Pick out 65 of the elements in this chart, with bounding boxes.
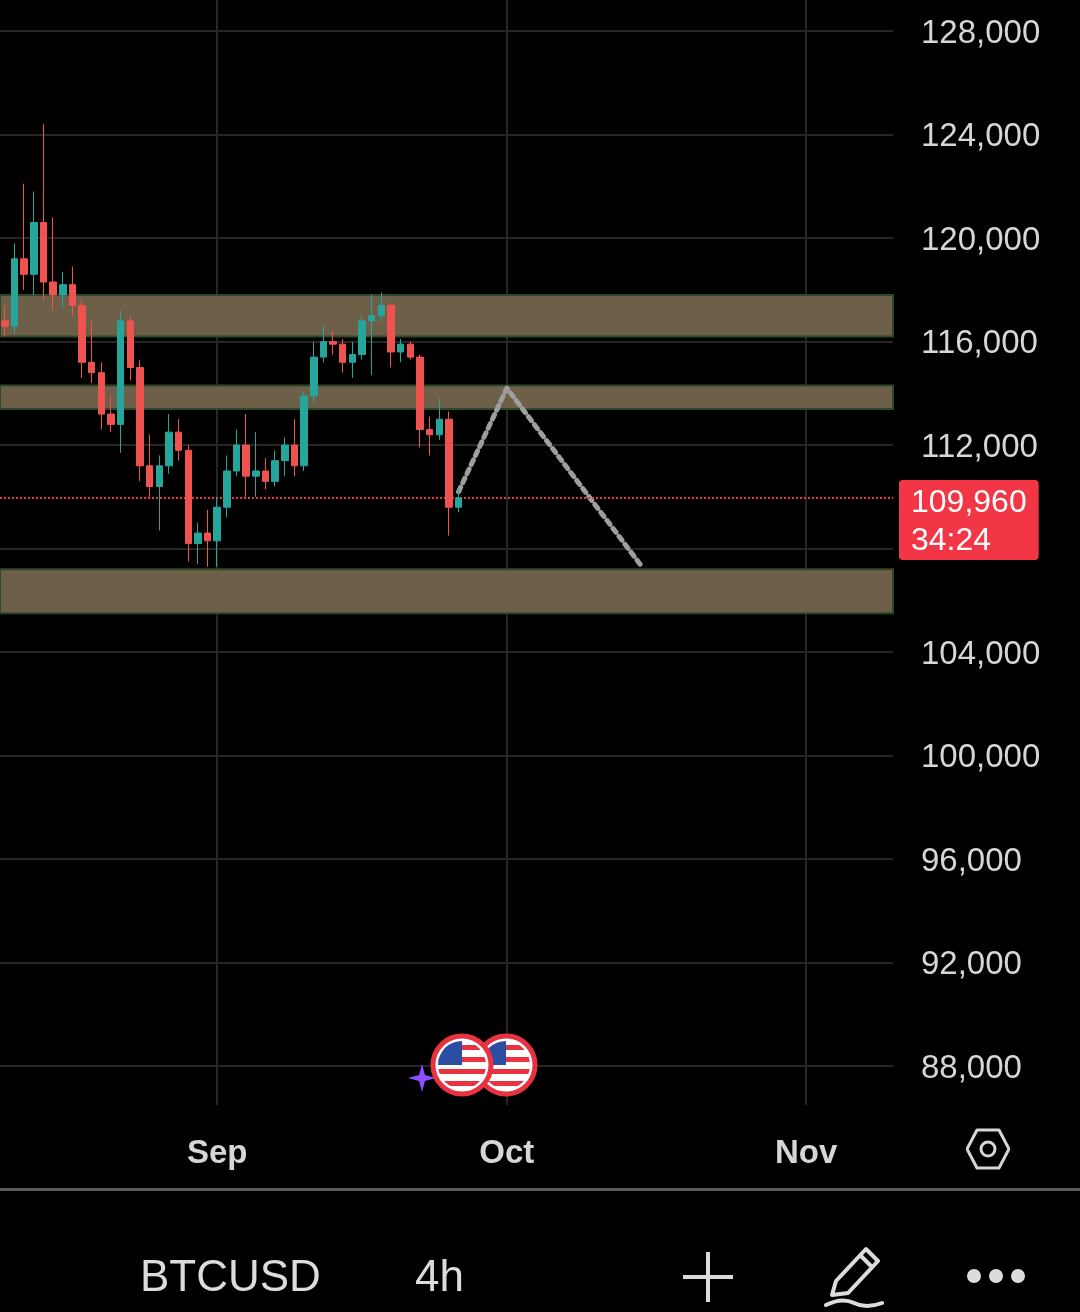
candlestick bbox=[49, 216, 57, 312]
candlestick bbox=[349, 341, 356, 379]
x-tick-label: Nov bbox=[774, 1133, 838, 1170]
candlestick bbox=[69, 266, 76, 317]
candlestick bbox=[291, 418, 298, 477]
y-tick-label: 124,000 bbox=[921, 116, 1041, 154]
candlestick bbox=[156, 454, 163, 531]
candlestick bbox=[204, 509, 211, 568]
candlestick bbox=[310, 341, 318, 405]
text: 4h bbox=[415, 1251, 464, 1301]
candlestick bbox=[213, 496, 221, 568]
candlestick bbox=[407, 341, 414, 361]
candlestick bbox=[107, 395, 115, 433]
x-tick-label: Sep bbox=[186, 1133, 248, 1170]
y-tick-label: 116,000 bbox=[921, 323, 1038, 361]
candlestick bbox=[233, 429, 240, 477]
candlestick bbox=[378, 291, 385, 322]
candlestick bbox=[455, 488, 462, 513]
candlestick bbox=[271, 449, 279, 488]
candlestick bbox=[20, 183, 28, 291]
candlestick bbox=[40, 123, 47, 301]
candlestick bbox=[397, 338, 404, 363]
candlestick bbox=[329, 330, 337, 356]
candlestick bbox=[300, 390, 308, 472]
candlestick bbox=[175, 418, 182, 462]
y-tick-label: 120,000 bbox=[921, 219, 1041, 257]
y-tick-label: 112,000 bbox=[921, 426, 1038, 464]
candlestick bbox=[146, 434, 153, 498]
candlestick bbox=[194, 522, 202, 565]
text: BTCUSD bbox=[140, 1251, 321, 1301]
candlestick bbox=[368, 294, 375, 376]
candlestick bbox=[426, 416, 433, 456]
candlestick bbox=[165, 413, 173, 475]
candlestick bbox=[223, 454, 231, 519]
ref-line-label: 109,960 bbox=[911, 482, 1027, 519]
candlestick bbox=[185, 444, 192, 563]
candlestick bbox=[416, 354, 424, 449]
candlestick bbox=[252, 431, 260, 498]
candlestick bbox=[320, 325, 327, 363]
candlestick bbox=[98, 361, 105, 431]
candlestick bbox=[117, 310, 124, 454]
candlestick bbox=[242, 413, 250, 498]
y-tick-label: 100,000 bbox=[921, 737, 1041, 775]
y-tick-label: 88,000 bbox=[921, 1047, 1022, 1085]
candlestick bbox=[339, 338, 346, 374]
x-tick-label: Oct bbox=[479, 1133, 535, 1170]
candlestick bbox=[1, 304, 9, 337]
candlestick bbox=[358, 315, 366, 361]
candlestick bbox=[30, 191, 38, 296]
candlestick bbox=[59, 271, 67, 309]
candlestick bbox=[136, 359, 144, 482]
text: 34:24 bbox=[911, 520, 992, 557]
candlestick bbox=[281, 436, 289, 477]
candlestick bbox=[262, 457, 269, 490]
candlestick bbox=[436, 398, 443, 441]
y-tick-label: 104,000 bbox=[921, 633, 1041, 671]
candlestick bbox=[127, 315, 134, 381]
candlestick bbox=[445, 410, 453, 537]
y-tick-label: 128,000 bbox=[921, 12, 1041, 50]
candlestick bbox=[78, 299, 86, 379]
y-tick-label: 92,000 bbox=[921, 944, 1022, 982]
candlestick bbox=[387, 302, 395, 368]
candlestick bbox=[11, 242, 18, 335]
y-tick-label: 96,000 bbox=[921, 840, 1022, 878]
candlestick bbox=[88, 320, 95, 384]
